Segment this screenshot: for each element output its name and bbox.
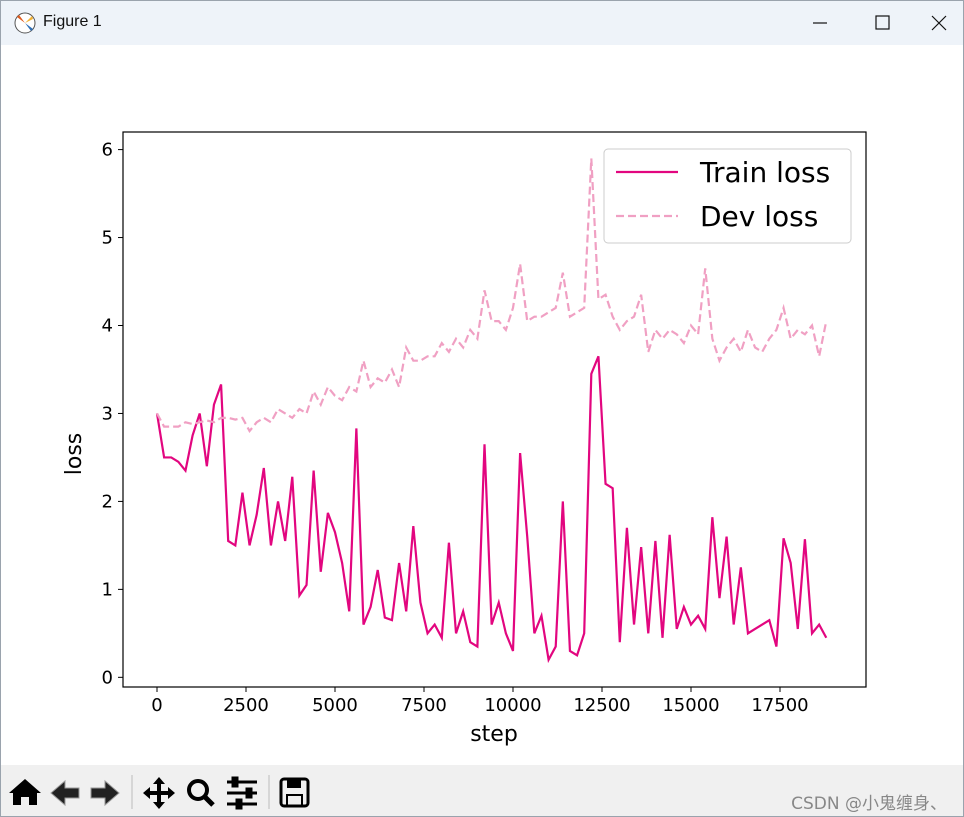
- chart: step loss 0 2500 5000 7500 10000 12500 15000 17…: [62, 131, 867, 747]
- x-tick-label: 17500: [751, 695, 808, 716]
- watermark: CSDN @小鬼缠身、: [791, 794, 947, 814]
- x-tick-label: 2500: [223, 695, 269, 716]
- plot-frame: [122, 131, 867, 688]
- app-icon: [14, 12, 36, 34]
- forward-button[interactable]: [90, 779, 120, 807]
- x-tick-label: 5000: [312, 695, 358, 716]
- back-button[interactable]: [50, 779, 80, 807]
- toolbar-icons: [9, 775, 310, 810]
- save-button[interactable]: [279, 777, 310, 808]
- configure-button[interactable]: [227, 776, 257, 810]
- x-tick-label: 0: [151, 695, 162, 716]
- series-line: [155, 355, 828, 664]
- window-controls[interactable]: [783, 1, 963, 45]
- home-button[interactable]: [9, 779, 41, 805]
- y-tick-label: 4: [102, 316, 113, 337]
- x-axis-label: step: [470, 722, 518, 747]
- y-axis-label: loss: [62, 433, 87, 476]
- window-title: Figure 1: [43, 13, 102, 30]
- x-tick-label: 12500: [573, 695, 630, 716]
- y-tick-label: 0: [102, 667, 113, 688]
- y-tick-label: 3: [102, 403, 113, 424]
- y-tick-label: 5: [102, 228, 113, 249]
- toolbar: CSDN @小鬼缠身、: [1, 765, 963, 816]
- series-line: [156, 158, 828, 434]
- legend-label: Train loss: [699, 156, 830, 189]
- y-tick-label: 2: [102, 491, 113, 512]
- zoom-button[interactable]: [187, 779, 215, 807]
- y-tick-label: 6: [102, 140, 113, 161]
- title-bar: Figure 1: [1, 1, 963, 45]
- legend-label: Dev loss: [700, 200, 818, 233]
- pan-button[interactable]: [143, 777, 175, 809]
- x-tick-label: 7500: [401, 695, 447, 716]
- x-tick-label: 15000: [662, 695, 719, 716]
- close[interactable]: [931, 15, 947, 31]
- y-tick-label: 1: [102, 579, 113, 600]
- maximize[interactable]: [875, 15, 890, 30]
- x-tick-label: 10000: [484, 695, 541, 716]
